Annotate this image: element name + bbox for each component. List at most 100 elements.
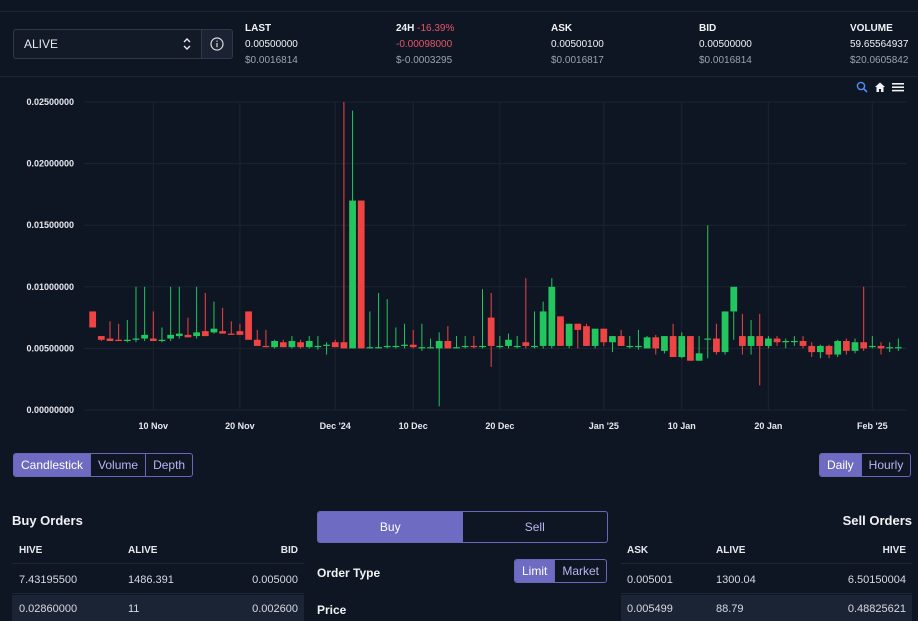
buy-tab-button[interactable]: Buy <box>318 512 463 542</box>
candle-down[interactable] <box>236 323 244 335</box>
order-type-market[interactable]: Market <box>554 560 606 582</box>
candle-up[interactable] <box>851 338 859 354</box>
candle-up[interactable] <box>782 338 790 349</box>
candle-down[interactable] <box>201 292 209 337</box>
candle-up[interactable] <box>453 336 460 349</box>
home-icon[interactable] <box>874 81 886 93</box>
candle-up[interactable] <box>383 299 391 349</box>
candle-down[interactable] <box>583 323 590 346</box>
candle-down[interactable] <box>409 329 417 349</box>
candle-up[interactable] <box>132 286 140 343</box>
sell-order-row[interactable]: 0.005499 88.79 0.48825621 <box>621 595 912 621</box>
candle-down[interactable] <box>617 329 625 346</box>
candle-up[interactable] <box>661 336 668 354</box>
market-info-button[interactable] <box>201 29 233 59</box>
candle-down[interactable] <box>297 339 304 349</box>
candle-up[interactable] <box>314 336 322 350</box>
tab-daily[interactable]: Daily <box>820 454 861 476</box>
candle-down[interactable] <box>669 323 677 358</box>
candle-up[interactable] <box>288 336 296 349</box>
candle-up[interactable] <box>210 301 218 334</box>
candle-up[interactable] <box>548 278 556 349</box>
candle-up[interactable] <box>175 286 183 339</box>
candle-up[interactable] <box>791 336 798 346</box>
candle-up[interactable] <box>643 336 651 349</box>
candle-down[interactable] <box>97 336 105 342</box>
candle-up[interactable] <box>704 225 712 359</box>
candle-down[interactable] <box>860 286 868 351</box>
candle-down[interactable] <box>557 316 564 346</box>
candle-down[interactable] <box>842 338 850 355</box>
candle-down[interactable] <box>877 342 885 355</box>
candle-up[interactable] <box>868 336 876 349</box>
candle-up[interactable] <box>626 336 634 349</box>
market-select[interactable]: ALIVE <box>13 29 201 59</box>
candle-up[interactable] <box>479 289 486 349</box>
candle-up[interactable] <box>591 328 599 349</box>
candle-down[interactable] <box>470 336 478 349</box>
candle-down[interactable] <box>756 313 764 386</box>
candle-up[interactable] <box>427 338 434 349</box>
candle-down[interactable] <box>739 313 746 355</box>
candle-down[interactable] <box>115 323 123 342</box>
candle-down[interactable] <box>652 334 660 355</box>
candle-down[interactable] <box>522 278 530 349</box>
candle-up[interactable] <box>141 286 149 342</box>
candle-up[interactable] <box>886 342 894 353</box>
candle-up[interactable] <box>894 338 902 351</box>
candle-up[interactable] <box>392 327 400 349</box>
candle-down[interactable] <box>245 311 252 340</box>
candle-down[interactable] <box>487 292 495 367</box>
candle-up[interactable] <box>349 110 356 349</box>
candle-up[interactable] <box>695 336 703 361</box>
candle-down[interactable] <box>184 317 192 338</box>
candle-down[interactable] <box>253 329 261 346</box>
candle-up[interactable] <box>366 311 374 349</box>
candle-up[interactable] <box>305 336 313 349</box>
candle-up[interactable] <box>401 323 408 349</box>
candle-down[interactable] <box>799 336 807 349</box>
candle-up[interactable] <box>167 286 175 342</box>
candle-down[interactable] <box>444 326 452 349</box>
candle-down[interactable] <box>149 311 157 342</box>
candle-up[interactable] <box>539 301 547 349</box>
candle-up[interactable] <box>609 336 616 353</box>
candle-up[interactable] <box>721 311 729 355</box>
candle-down[interactable] <box>227 321 235 335</box>
candle-up[interactable] <box>435 332 443 407</box>
candle-up[interactable] <box>158 327 166 343</box>
candle-up[interactable] <box>531 311 538 349</box>
candle-down[interactable] <box>89 311 97 328</box>
candle-up[interactable] <box>730 286 738 340</box>
candle-down[interactable] <box>808 342 816 358</box>
magnifier-icon[interactable] <box>856 81 868 93</box>
tab-volume[interactable]: Volume <box>90 454 145 476</box>
candle-down[interactable] <box>219 307 226 334</box>
candle-up[interactable] <box>635 329 642 350</box>
candle-down[interactable] <box>340 102 348 349</box>
tab-candlestick[interactable]: Candlestick <box>14 454 91 476</box>
candle-up[interactable] <box>513 336 521 349</box>
candle-up[interactable] <box>418 323 426 351</box>
candle-up[interactable] <box>765 336 772 349</box>
sell-order-row[interactable]: 0.005001 1300.04 6.50150004 <box>621 566 912 594</box>
candle-up[interactable] <box>834 339 842 358</box>
candle-up[interactable] <box>193 286 200 339</box>
candle-up[interactable] <box>123 320 131 343</box>
hamburger-menu-icon[interactable] <box>892 81 904 93</box>
candle-down[interactable] <box>357 200 365 349</box>
candle-up[interactable] <box>816 344 824 359</box>
candle-down[interactable] <box>331 339 339 348</box>
candle-up[interactable] <box>565 323 573 349</box>
buy-order-row[interactable]: 0.02860000 11 0.002600 <box>12 595 304 621</box>
candle-down[interactable] <box>279 339 287 348</box>
candle-down[interactable] <box>600 328 608 346</box>
candle-up[interactable] <box>496 336 504 349</box>
sell-tab-button[interactable]: Sell <box>463 512 608 542</box>
candle-up[interactable] <box>678 332 686 359</box>
candle-down[interactable] <box>106 321 114 342</box>
candle-down[interactable] <box>687 336 694 361</box>
candle-down[interactable] <box>713 323 720 355</box>
candle-down[interactable] <box>825 344 833 359</box>
candle-up[interactable] <box>323 342 330 355</box>
